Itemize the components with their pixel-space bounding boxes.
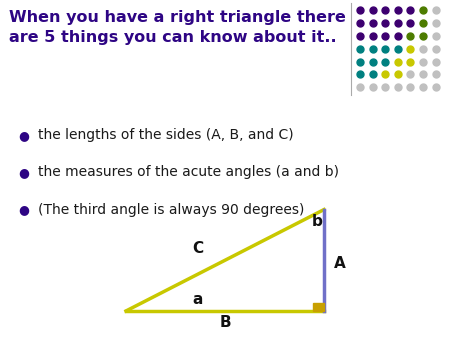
Text: (The third angle is always 90 degrees): (The third angle is always 90 degrees) <box>38 202 305 217</box>
Text: the measures of the acute angles (a and b): the measures of the acute angles (a and … <box>38 165 339 179</box>
Bar <box>313 303 324 311</box>
Text: C: C <box>193 241 203 256</box>
Text: ●: ● <box>18 129 29 142</box>
Text: ●: ● <box>18 166 29 179</box>
Text: B: B <box>219 315 231 330</box>
Text: the lengths of the sides (A, B, and C): the lengths of the sides (A, B, and C) <box>38 128 294 142</box>
Text: A: A <box>334 256 346 271</box>
Text: When you have a right triangle there
are 5 things you can know about it..: When you have a right triangle there are… <box>9 10 346 45</box>
Text: ●: ● <box>18 203 29 216</box>
Text: a: a <box>193 292 203 307</box>
Text: b: b <box>312 214 323 229</box>
